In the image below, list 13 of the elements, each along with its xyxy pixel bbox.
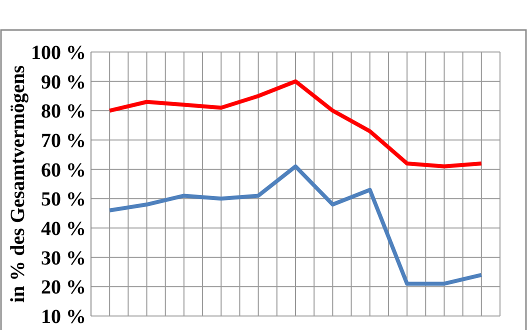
y-tick-label: 80 %: [41, 100, 86, 123]
y-tick-label: 10 %: [41, 306, 86, 328]
y-tick-label: 60 %: [41, 159, 86, 182]
y-axis-title: in % des Gesamtvermögens: [7, 65, 29, 303]
y-tick-label: 100 %: [31, 42, 86, 64]
y-tick-label: 70 %: [41, 130, 86, 152]
y-tick-label: 50 %: [41, 188, 86, 211]
y-tick-label: 20 %: [41, 276, 86, 299]
y-tick-label: 40 %: [41, 218, 86, 240]
y-tick-label: 30 %: [41, 247, 86, 270]
line-series: [108, 79, 484, 168]
y-tick-label: 90 %: [41, 71, 86, 94]
line-series: [108, 164, 484, 286]
